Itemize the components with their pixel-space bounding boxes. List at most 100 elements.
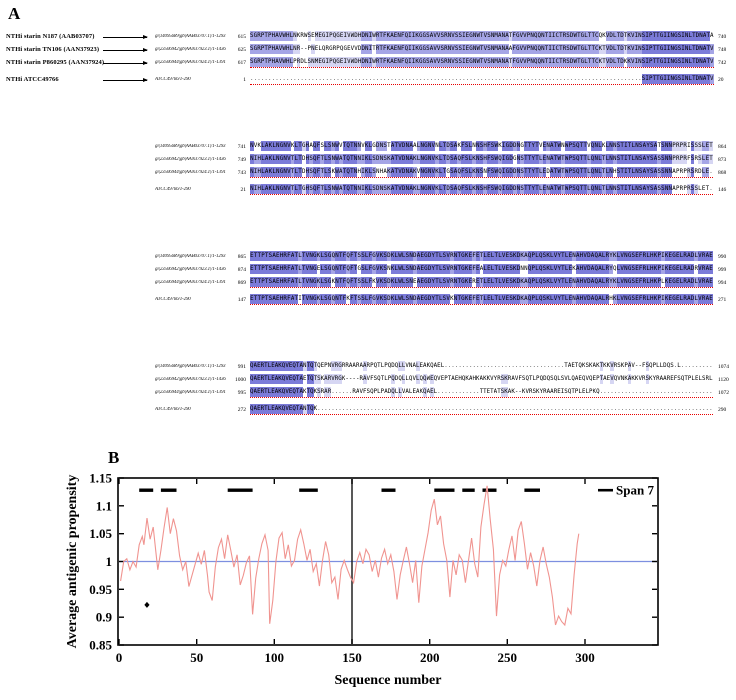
residue-sequence: ETTPTSAEHRFATLTVNGKLSGQNTFQFTSSLFGVKSDKL… (250, 251, 713, 261)
y-tick-label: 0.85 (89, 638, 112, 653)
panel-b-label: B (108, 448, 120, 467)
end-position: 748 (718, 46, 727, 53)
y-tick-label: 1 (106, 554, 113, 569)
alignment-row: gi|14095689|gb|AAB03707.1|/1-1293 741 NVKL… (0, 140, 736, 153)
strain-label: NTHi starin N187 (AAB03707) (6, 33, 95, 40)
alignment-row: gi|23506942|gb|AAN37923.1|/1-1436 749 NIHL… (0, 153, 736, 166)
sequence-id: ATCC49766/1-290 (155, 77, 191, 82)
x-tick-label: 250 (498, 650, 518, 665)
x-tick-label: 0 (116, 650, 123, 665)
sequence-id: gi|23506942|gb|AAN37923.1|/1-1436 (155, 267, 226, 272)
line-chart-svg: Average antigenic propensity 0 50 100 150 200… (65, 471, 659, 688)
start-position: 1000 (235, 376, 246, 383)
residue-sequence: NIHLAKLNGNVTLTGHSQFTLSNWATQTNNIKLSDNSKAT… (250, 184, 713, 195)
start-position: 272 (237, 406, 246, 413)
panel-a-label: A (8, 4, 21, 23)
alignment-row: gi|23506944|gb|AAN37924.1|/1-1391 995 QAER… (0, 386, 736, 399)
alignment-row: gi|23506942|gb|AAN37923.1|/1-1436 874 ETTP… (0, 263, 736, 276)
start-position: 1 (243, 76, 246, 83)
start-position: 874 (237, 266, 246, 273)
end-position: 1120 (718, 376, 729, 383)
alignment-row: gi|23506942|gb|AAN37923.1|/1-1436 1000 QAE… (0, 373, 736, 386)
end-position: 999 (718, 266, 727, 273)
alignment-block-3: gi|14095689|gb|AAB03707.1|/1-1293 865 ETTP… (0, 250, 736, 306)
sequence-id: gi|14095689|gb|AAB03707.1|/1-1293 (155, 254, 226, 259)
end-position: 290 (718, 406, 727, 413)
right-arrow-icon (103, 78, 148, 82)
residue-sequence: ........................................… (250, 74, 714, 85)
residue-sequence: SGRPTPHAVWHLPRDLSNMEGIPQGEIVWDHDNIWRTFKA… (250, 57, 714, 68)
end-position: 1072 (718, 389, 729, 396)
legend-label: Span 7 (616, 483, 654, 498)
residue-sequence: ETTPTSAEHRFATLTVNGELSGQNTFQFTGSLFGVKSNKL… (250, 264, 713, 274)
start-position: 617 (237, 59, 246, 66)
end-position: 990 (718, 253, 727, 260)
alignment-block-2: gi|14095689|gb|AAB03707.1|/1-1293 741 NVKL… (0, 140, 736, 196)
sequence-id: gi|14095689|gb|AAB03707.1|/1-1293 (155, 34, 226, 39)
alignment-row: ATCC49766/1-290 272 QAERTLEAKQVEQTANTQK...… (0, 403, 736, 416)
start-position: 615 (237, 33, 246, 40)
alignment-row: ATCC49766/1-290 147 ETTPTSAEHRFATITVNGKLSG… (0, 293, 736, 306)
start-position: 741 (237, 143, 246, 150)
plot-frame (117, 477, 659, 646)
y-tick-label: 1.15 (89, 471, 112, 486)
sequence-id: gi|14095689|gb|AAB03707.1|/1-1293 (155, 144, 226, 149)
x-tick-label: 300 (575, 650, 595, 665)
alignment-row: gi|23506944|gb|AAN37924.1|/1-1391 743 NIHL… (0, 166, 736, 179)
residue-sequence: ETTPTSAEHRFATITVNGKLSGQNTFKFTSSLFGVKSDKL… (250, 294, 713, 305)
residue-sequence: NIHLAKLNGNVTLTDHSQFTLSKWATQTNHIKLSNHAKAT… (250, 167, 713, 178)
right-arrow-icon (103, 61, 148, 65)
alignment-block-4: gi|14095689|gb|AAB03707.1|/1-1293 991 QAER… (0, 360, 736, 416)
start-position: 625 (237, 46, 246, 53)
diamond-marker (144, 601, 150, 608)
residue-sequence: NVKLAKLNGNVKLTGHAQFSLSNWVTQTNNVKLGDNSTAT… (250, 141, 713, 151)
alignment-row: ATCC49766/1-290 21 NIHLAKLNGNVTLTGHSQFTLSN… (0, 183, 736, 196)
start-position: 743 (237, 169, 246, 176)
end-position: 994 (718, 279, 727, 286)
y-axis-label: Average antigenic propensity (65, 475, 80, 649)
alignment-row: NTHi starin N187 (AAB03707) gi|14095689|g… (0, 30, 736, 43)
antigenic-propensity-chart: Average antigenic propensity 0 50 100 150 200… (50, 448, 690, 698)
sequence-id: gi|23506942|gb|AAN37923.1|/1-1436 (155, 157, 226, 162)
x-tick-label: 200 (420, 650, 440, 665)
end-position: 20 (718, 76, 724, 83)
strain-label: NTHi starin TN106 (AAN37923) (6, 46, 100, 53)
start-position: 991 (237, 363, 246, 370)
residue-sequence: QAERTLEAKQVEQTANTQTQEPNVRGRRAARAARPQTLPQ… (250, 361, 713, 371)
start-position: 865 (237, 253, 246, 260)
residue-sequence: QAERTLEAKQVEQTAKTQKSRAR......RAVFSQPLPAD… (250, 387, 713, 398)
propensity-line (120, 485, 580, 627)
x-tick-label: 50 (190, 650, 203, 665)
end-position: 271 (718, 296, 727, 303)
end-position: 864 (718, 143, 727, 150)
alignment-row: NTHi ATCC49766 ATCC49766/1-290 1..........… (0, 73, 736, 86)
alignment-row: gi|23506944|gb|AAN37924.1|/1-1391 869 ETTP… (0, 276, 736, 289)
residue-sequence: SGRPTPHAVWHLNKRWSEMEGIPQGEIVWDHDNIWRTFKA… (250, 31, 714, 41)
start-position: 995 (237, 389, 246, 396)
residue-sequence: ETTPTSAEHRFATLTVNGKLSGKNTFQFTSSLFKVKSDKL… (250, 277, 713, 288)
y-tick-label: 1.05 (89, 526, 112, 541)
alignment-row: gi|14095689|gb|AAB03707.1|/1-1293 865 ETTP… (0, 250, 736, 263)
start-position: 147 (237, 296, 246, 303)
start-position: 749 (237, 156, 246, 163)
sequence-id: gi|23506944|gb|AAN37924.1|/1-1391 (155, 390, 226, 395)
sequence-id: gi|23506942|gb|AAN37923.1|/1-1436 (155, 377, 226, 382)
x-tick-label: 100 (265, 650, 285, 665)
y-tick-label: 0.9 (96, 610, 113, 625)
sequence-id: gi|23506944|gb|AAN37924.1|/1-1391 (155, 60, 226, 65)
x-axis-label: Sequence number (335, 673, 442, 688)
residue-sequence: QAERTLEAKQVEQTAETQTSKARVRGK----RAVFSQTLP… (250, 374, 713, 384)
alignment-block-1: NTHi starin N187 (AAB03707) gi|14095689|g… (0, 30, 736, 86)
sequence-id: gi|23506944|gb|AAN37924.1|/1-1391 (155, 280, 226, 285)
right-arrow-icon (103, 48, 148, 52)
y-tick-label: 1.1 (96, 498, 112, 513)
alignment-row: NTHi starin P860295 (AAN37924) gi|2350694… (0, 56, 736, 69)
right-arrow-icon (103, 35, 148, 39)
residue-sequence: NIHLAKLNGNVTLTDHSQFTLSNWATQTNNIKLSDNSKAT… (250, 154, 713, 164)
sequence-id: gi|23506942|gb|AAN37923.1|/1-1436 (155, 47, 226, 52)
y-tick-label: 0.95 (89, 582, 112, 597)
sequence-id: ATCC49766/1-290 (155, 187, 191, 192)
end-position: 1074 (718, 363, 729, 370)
sequence-id: gi|23506944|gb|AAN37924.1|/1-1391 (155, 170, 226, 175)
